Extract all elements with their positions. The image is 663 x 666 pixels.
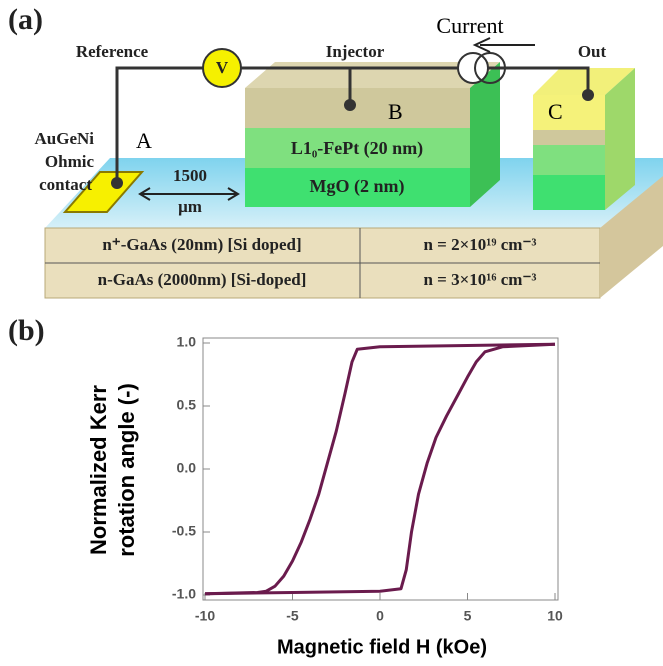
mgo-layer bbox=[533, 175, 605, 210]
x-axis-label: Magnetic field H (kOe) bbox=[277, 636, 487, 658]
point-label: C bbox=[548, 99, 563, 124]
current-source bbox=[458, 53, 488, 83]
current-arrow bbox=[475, 38, 535, 52]
y-axis-label: rotation angle (-) bbox=[114, 383, 139, 557]
distance-label: μm bbox=[178, 197, 202, 216]
injector-label: Injector bbox=[326, 42, 385, 61]
layer-label: MgO (2 nm) bbox=[310, 176, 405, 197]
plot-frame bbox=[203, 338, 558, 600]
distance-label: 1500 bbox=[173, 166, 207, 185]
loop-branch bbox=[205, 344, 555, 593]
page: (a) V Reference Injector Current Out B C… bbox=[0, 0, 663, 666]
point-label: B bbox=[388, 99, 403, 124]
voltmeter-label: V bbox=[216, 58, 229, 77]
out-label: Out bbox=[578, 42, 607, 61]
y-tick-label: -1.0 bbox=[172, 586, 196, 602]
x-tick-label: -10 bbox=[195, 608, 215, 624]
y-tick-label: 0.0 bbox=[177, 460, 197, 476]
current-label: Current bbox=[436, 13, 503, 38]
contact-layer bbox=[533, 95, 605, 130]
panel-label: (a) bbox=[8, 3, 43, 36]
table-cell: n = 3×10¹⁶ cm⁻³ bbox=[423, 270, 536, 289]
terminal bbox=[111, 177, 123, 189]
table-cell: n-GaAs (2000nm) [Si-doped] bbox=[98, 270, 307, 289]
y-axis-label: Normalized Kerr bbox=[86, 385, 111, 555]
fept-layer bbox=[533, 145, 605, 175]
x-tick-label: 5 bbox=[464, 608, 472, 624]
terminal bbox=[582, 89, 594, 101]
x-tick-label: 0 bbox=[376, 608, 384, 624]
contact-label: contact bbox=[39, 175, 92, 194]
table-cell: n = 2×10¹⁹ cm⁻³ bbox=[423, 235, 536, 254]
y-tick-label: -0.5 bbox=[172, 523, 196, 539]
x-tick-label: 10 bbox=[547, 608, 563, 624]
cap-layer bbox=[245, 88, 470, 128]
y-tick-label: 0.5 bbox=[177, 397, 197, 413]
contact-label: Ohmic bbox=[45, 152, 95, 171]
loop-branch bbox=[205, 344, 555, 593]
point-label: A bbox=[136, 128, 152, 153]
reference-label: Reference bbox=[76, 42, 149, 61]
terminal bbox=[344, 99, 356, 111]
cap-layer bbox=[533, 130, 605, 145]
panel-label: (b) bbox=[8, 314, 45, 347]
y-tick-label: 1.0 bbox=[177, 334, 197, 350]
contact-label: AuGeNi bbox=[35, 129, 95, 148]
x-tick-label: -5 bbox=[286, 608, 299, 624]
table-cell: n⁺-GaAs (20nm) [Si doped] bbox=[102, 235, 301, 254]
figure: (a) V Reference Injector Current Out B C… bbox=[0, 0, 663, 666]
layer-label: L1₀-FePt (20 nm) bbox=[291, 138, 423, 159]
